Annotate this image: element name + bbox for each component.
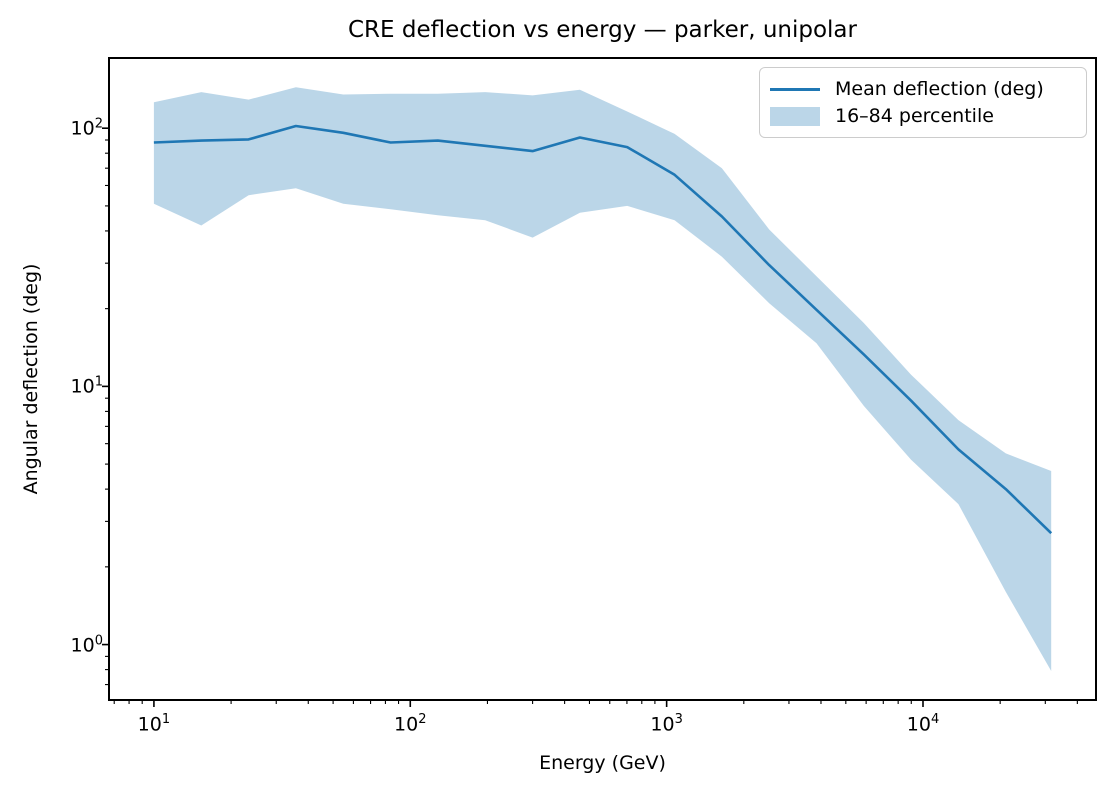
y-axis-label: Angular deflection (deg) — [20, 263, 42, 495]
x-axis-label: Energy (GeV) — [539, 752, 666, 774]
y-tick-label: 100 — [70, 632, 103, 657]
legend-entry-mean: Mean deflection (deg) — [770, 77, 1076, 101]
legend-patch-swatch-icon — [770, 106, 820, 126]
axes-spines — [108, 57, 1097, 701]
chart-title: CRE deflection vs energy — parker, unipo… — [348, 17, 857, 43]
legend-entry-band: 16–84 percentile — [770, 104, 1076, 128]
percentile-band — [153, 87, 1052, 672]
mean-line — [153, 124, 1053, 535]
legend-label-mean: Mean deflection (deg) — [835, 78, 1044, 100]
y-tick-label: 102 — [70, 116, 103, 140]
x-tick-label: 104 — [906, 712, 940, 736]
legend-label-band: 16–84 percentile — [835, 105, 994, 127]
x-tick-label: 101 — [137, 712, 171, 736]
y-tick-label: 101 — [70, 374, 103, 399]
x-tick-label: 103 — [650, 712, 683, 736]
legend-line-swatch-icon — [770, 87, 820, 91]
x-tick-label: 102 — [394, 712, 427, 736]
legend: Mean deflection (deg) 16–84 percentile — [759, 67, 1087, 138]
